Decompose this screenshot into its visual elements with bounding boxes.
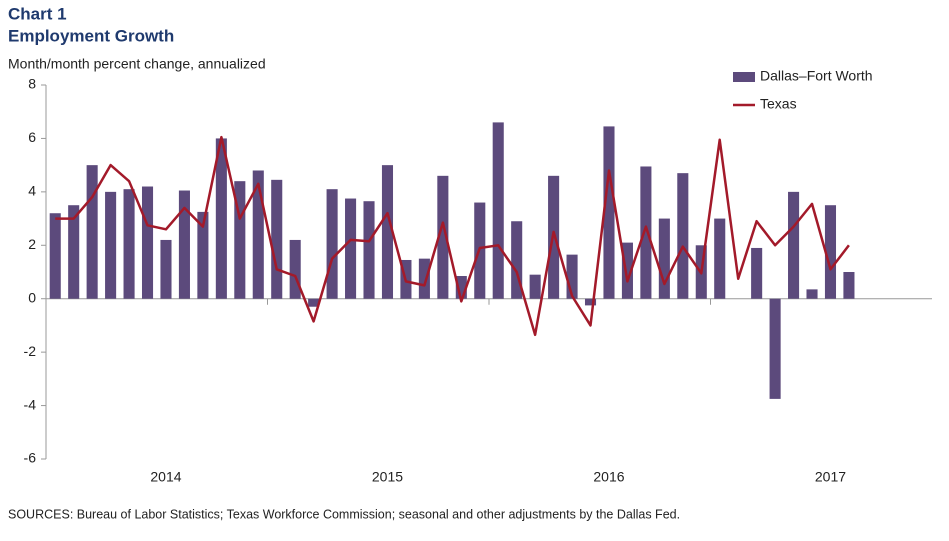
bar (197, 211, 209, 299)
bar (86, 165, 98, 299)
bar (529, 274, 541, 299)
legend-label: Dallas–Fort Worth (760, 68, 873, 84)
bar (584, 298, 597, 306)
bar (271, 179, 283, 299)
bar (677, 173, 689, 299)
x-tick-label: 2014 (150, 469, 181, 485)
bar (806, 289, 818, 299)
x-tick-label: 2015 (372, 469, 403, 485)
y-tick-label: 8 (28, 76, 36, 92)
bar (640, 166, 652, 299)
y-tick-label: -6 (24, 450, 37, 466)
y-tick-label: -2 (24, 343, 37, 359)
bar (566, 254, 578, 299)
bar (363, 201, 375, 299)
bar (437, 175, 449, 299)
y-axis-label: Month/month percent change, annualized (8, 56, 266, 72)
y-tick-label: 4 (28, 183, 36, 199)
chart-subtitle: Employment Growth (8, 26, 174, 45)
bar (308, 298, 320, 307)
bar (160, 239, 172, 299)
bar (788, 191, 800, 299)
bar (123, 189, 135, 299)
y-tick-label: 2 (28, 236, 36, 252)
bar (621, 242, 633, 299)
bar (455, 276, 467, 299)
bar (843, 272, 855, 299)
bar (326, 189, 338, 299)
y-tick-label: -4 (24, 396, 37, 412)
bar (68, 205, 80, 299)
x-tick-label: 2016 (593, 469, 624, 485)
bar (345, 198, 357, 299)
bar (215, 138, 227, 299)
source-note: SOURCES: Bureau of Labor Statistics; Tex… (8, 507, 680, 521)
y-tick-label: 6 (28, 129, 36, 145)
bar (289, 239, 301, 299)
legend-label: Texas (760, 96, 797, 112)
bar (141, 186, 154, 299)
line (55, 135, 850, 337)
chart-title: Chart 1 (8, 4, 67, 23)
bar (603, 126, 615, 299)
x-tick-label: 2017 (815, 469, 846, 485)
bar (105, 191, 117, 299)
y-tick-label: 0 (28, 289, 36, 305)
bar (178, 190, 190, 299)
bar (658, 218, 670, 299)
bar (751, 247, 763, 299)
bar (381, 165, 394, 299)
bar (769, 298, 781, 399)
bar (418, 258, 430, 299)
bar (234, 181, 246, 299)
bar (511, 221, 523, 299)
legend-swatch (733, 72, 755, 82)
bar (824, 205, 837, 299)
bar (492, 122, 504, 299)
bar (49, 213, 61, 299)
bar (252, 170, 264, 299)
bar (714, 218, 726, 299)
